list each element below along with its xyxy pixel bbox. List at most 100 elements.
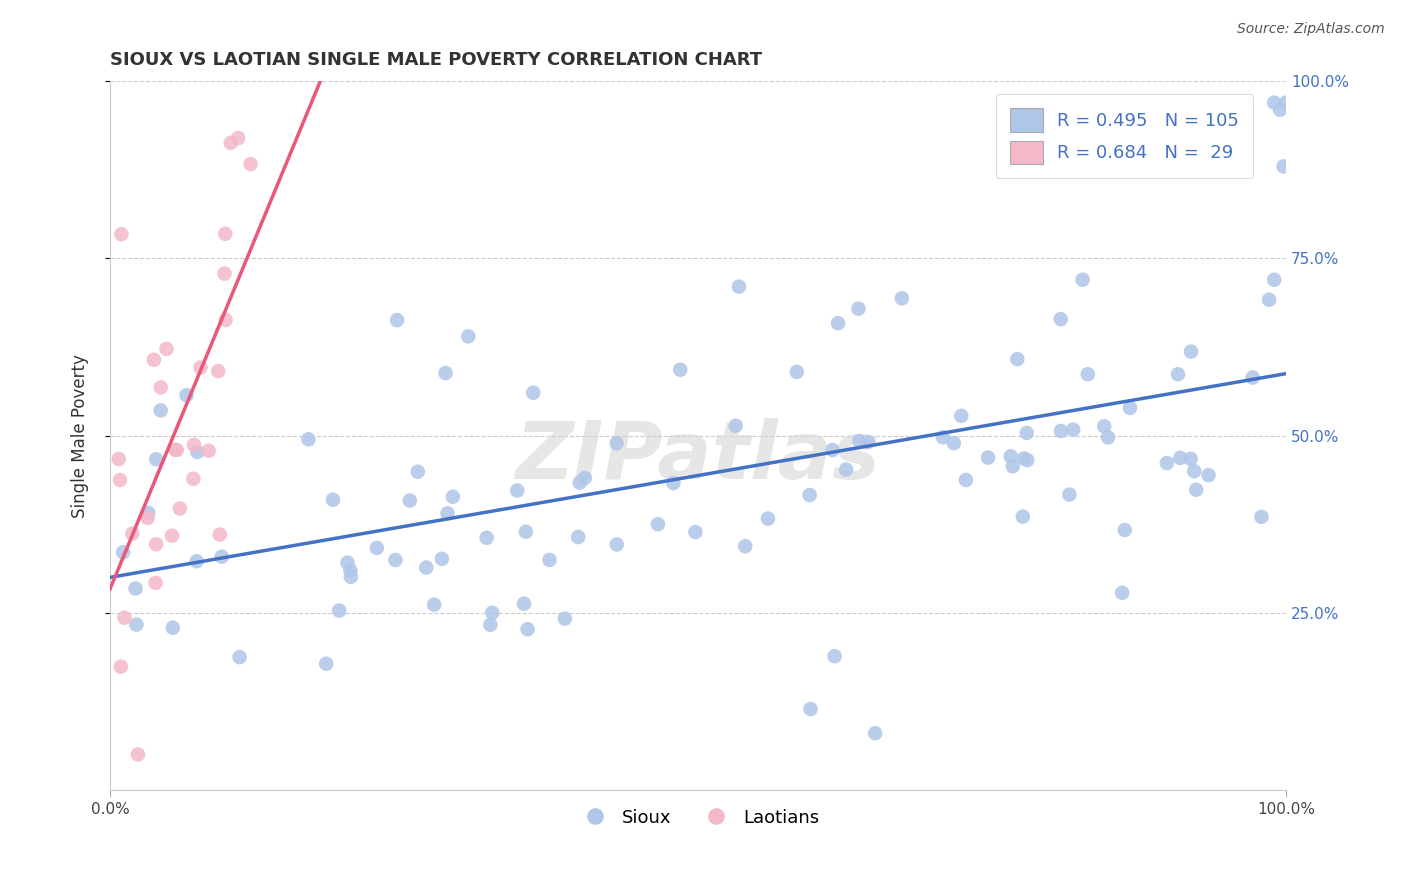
Point [724,418,747,433]
Point [1180,451,1202,466]
Point [647,517,669,532]
Point [685,524,707,539]
Point [827,316,849,330]
Point [942,436,965,450]
Point [214,267,236,281]
Point [1263,95,1285,110]
Point [848,301,870,316]
Point [457,329,479,343]
Text: Source: ZipAtlas.com: Source: ZipAtlas.com [1237,22,1385,37]
Point [322,492,344,507]
Point [211,549,233,564]
Y-axis label: Single Male Poverty: Single Male Poverty [72,354,89,517]
Point [398,493,420,508]
Point [1049,312,1071,326]
Point [1185,483,1208,497]
Point [669,362,692,376]
Point [513,597,536,611]
Point [1011,509,1033,524]
Point [1114,523,1136,537]
Point [1119,401,1142,415]
Point [856,435,879,450]
Point [384,553,406,567]
Point [315,657,337,671]
Point [1007,352,1029,367]
Point [183,438,205,452]
Point [165,442,187,457]
Point [1012,451,1035,466]
Point [1001,459,1024,474]
Point [142,352,165,367]
Point [145,575,167,590]
Point [1241,370,1264,384]
Point [932,430,955,444]
Point [821,443,844,458]
Point [145,537,167,551]
Point [574,471,596,485]
Point [190,360,212,375]
Point [107,452,129,467]
Point [366,541,388,555]
Point [169,501,191,516]
Point [538,553,561,567]
Point [145,452,167,467]
Point [214,227,236,241]
Point [977,450,1000,465]
Point [226,131,249,145]
Point [436,506,458,520]
Point [799,488,821,502]
Point [662,476,685,491]
Point [125,617,148,632]
Point [848,434,870,448]
Point [1275,95,1298,110]
Point [219,136,242,150]
Point [522,385,544,400]
Point [515,524,537,539]
Point [228,650,250,665]
Point [1092,419,1115,434]
Text: ZIPatlas: ZIPatlas [516,417,880,496]
Point [186,445,208,459]
Point [799,702,821,716]
Point [1182,464,1205,478]
Point [1250,509,1272,524]
Point [214,313,236,327]
Point [339,564,361,578]
Point [863,726,886,740]
Point [481,606,503,620]
Point [950,409,973,423]
Point [110,227,132,242]
Point [1272,160,1295,174]
Point [506,483,529,498]
Point [176,388,198,402]
Point [136,511,159,525]
Point [406,465,429,479]
Point [112,545,135,559]
Point [554,611,576,625]
Point [162,621,184,635]
Point [297,433,319,447]
Point [155,342,177,356]
Point [1180,344,1202,359]
Point [1000,449,1022,463]
Point [197,443,219,458]
Point [1111,586,1133,600]
Point [166,442,188,457]
Point [890,291,912,305]
Point [1156,456,1178,470]
Point [207,364,229,378]
Point [136,506,159,520]
Point [1015,425,1038,440]
Point [479,617,502,632]
Point [114,611,136,625]
Point [160,529,183,543]
Point [181,472,204,486]
Point [1167,368,1189,382]
Point [475,531,498,545]
Point [1050,424,1073,438]
Point [1258,293,1281,307]
Point [127,747,149,762]
Point [824,649,846,664]
Point [108,473,131,487]
Point [606,436,628,450]
